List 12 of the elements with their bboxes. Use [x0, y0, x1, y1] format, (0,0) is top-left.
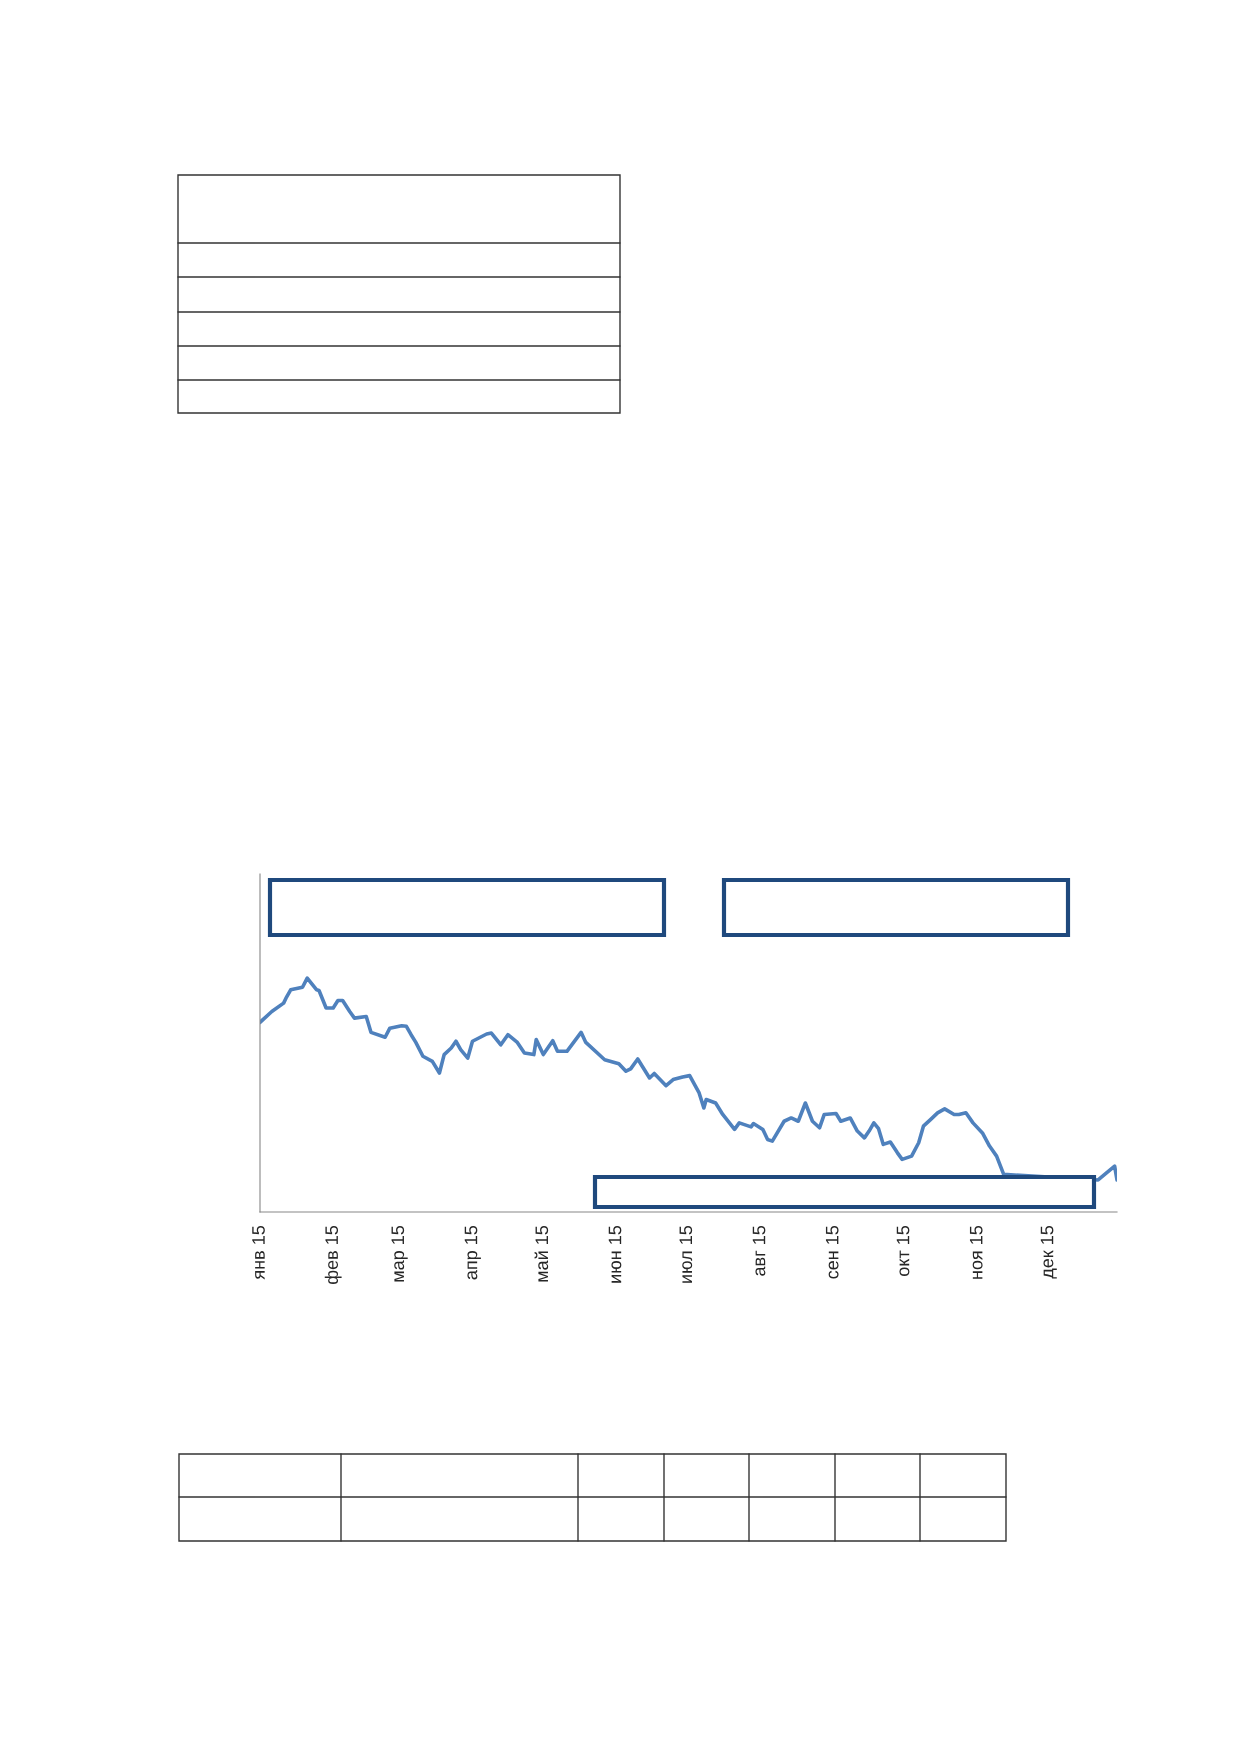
x-tick-label: янв 15	[252, 1225, 265, 1280]
x-tick-label: ноя 15	[969, 1225, 983, 1279]
x-tick-label: фев 15	[324, 1225, 342, 1285]
x-tick-label: апр 15	[464, 1225, 481, 1280]
x-tick-label: дек 15	[1040, 1225, 1057, 1279]
x-tick-label: июн 15	[608, 1225, 622, 1283]
x-tick-label: окт 15	[896, 1225, 910, 1276]
x-tick-label: авг 15	[752, 1225, 766, 1276]
x-tick-label: июл 15	[679, 1225, 693, 1283]
x-tick-label: сен 15	[825, 1225, 839, 1279]
x-tick-label: мар 15	[391, 1225, 408, 1282]
x-tick-label: май 15	[534, 1225, 549, 1282]
